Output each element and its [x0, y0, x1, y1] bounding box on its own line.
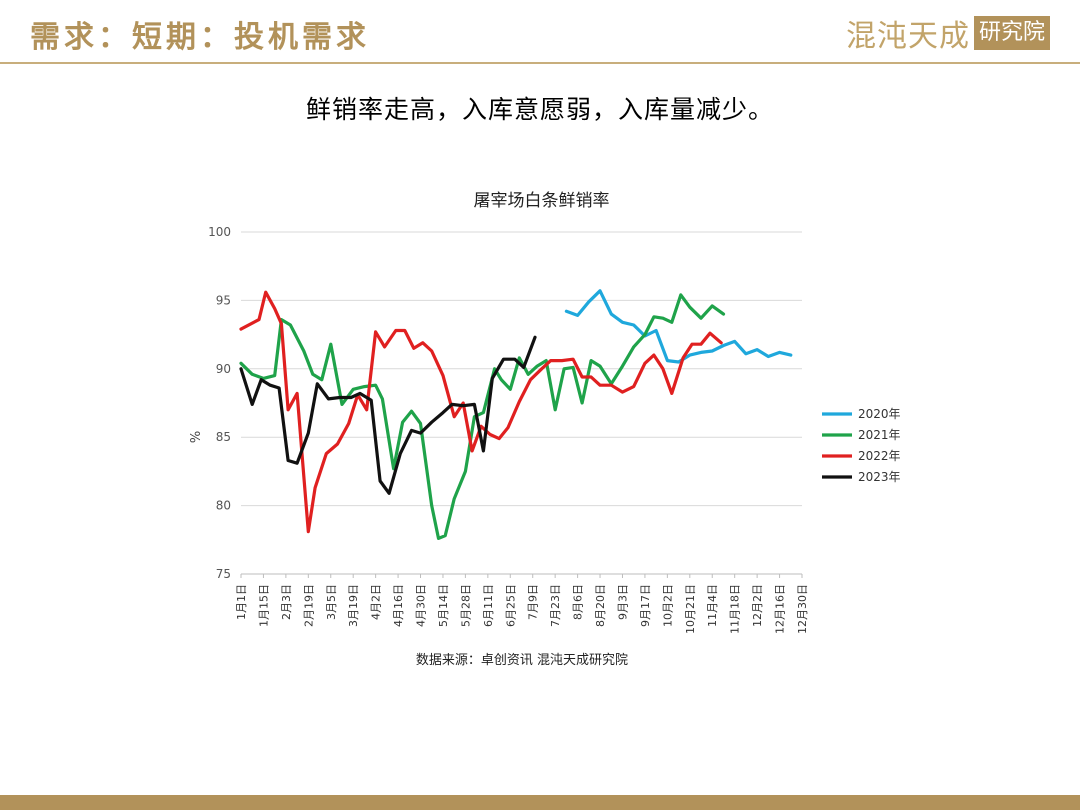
x-tick-label: 1月1日	[235, 584, 248, 620]
x-tick-label: 11月4日	[706, 584, 719, 627]
x-tick-label: 9月17日	[639, 584, 652, 627]
chart-title: 屠宰场白条鲜销率	[474, 191, 610, 211]
header-divider	[0, 62, 1080, 64]
x-tick-label: 4月16日	[392, 584, 405, 627]
x-tick-label: 7月9日	[527, 584, 540, 620]
x-tick-label: 6月11日	[482, 584, 495, 627]
series-line	[239, 335, 537, 495]
x-tick-label: 8月20日	[594, 584, 607, 627]
logo-text: 混沌天成	[846, 19, 970, 54]
y-tick-label: 95	[216, 293, 231, 307]
x-tick-label: 2月3日	[280, 584, 293, 620]
y-tick-label: 85	[216, 430, 231, 444]
y-tick-label: 80	[216, 499, 231, 513]
x-tick-label: 12月2日	[751, 584, 764, 627]
y-tick-label: 75	[216, 567, 231, 581]
x-tick-label: 6月25日	[504, 584, 517, 627]
legend-label: 2020年	[858, 407, 901, 421]
x-tick-label: 12月30日	[796, 584, 809, 634]
x-tick-label: 5月14日	[437, 584, 450, 627]
y-tick-label: 100	[208, 225, 231, 239]
x-tick-label: 5月28日	[459, 584, 472, 627]
slide-subtitle: 鲜销率走高，入库意愿弱，入库量减少。	[305, 95, 774, 124]
series-line	[239, 293, 726, 540]
x-tick-label: 8月6日	[572, 584, 585, 620]
slide-title: 需求：短期：投机需求	[30, 20, 370, 55]
x-tick-label: 12月16日	[774, 584, 787, 634]
series-line	[564, 289, 793, 364]
legend-label: 2022年	[858, 449, 901, 463]
x-tick-label: 3月19日	[347, 584, 360, 627]
x-tick-label: 1月15日	[257, 584, 270, 627]
x-tick-label: 4月2日	[370, 584, 383, 620]
x-tick-label: 9月3日	[616, 584, 629, 620]
x-tick-label: 3月5日	[325, 584, 338, 620]
y-tick-label: 90	[216, 362, 231, 376]
brand-logo: 混沌天成 研究院	[846, 14, 1051, 54]
series-line	[239, 290, 723, 534]
x-tick-label: 2月19日	[302, 584, 315, 627]
chart-source: 数据来源：卓创资讯 混沌天成研究院	[416, 653, 628, 668]
x-tick-label: 10月21日	[684, 584, 697, 634]
slide-header: 需求：短期：投机需求 混沌天成 研究院	[0, 0, 1080, 66]
x-tick-label: 7月23日	[549, 584, 562, 627]
legend-label: 2021年	[858, 428, 901, 442]
x-tick-label: 11月18日	[729, 584, 742, 634]
x-tick-label: 4月30日	[415, 584, 428, 627]
y-axis-label: %	[189, 431, 204, 443]
logo-seal: 研究院	[974, 16, 1051, 50]
x-tick-label: 10月2日	[661, 584, 674, 627]
footer-bar	[0, 795, 1080, 810]
legend-label: 2023年	[858, 470, 901, 484]
